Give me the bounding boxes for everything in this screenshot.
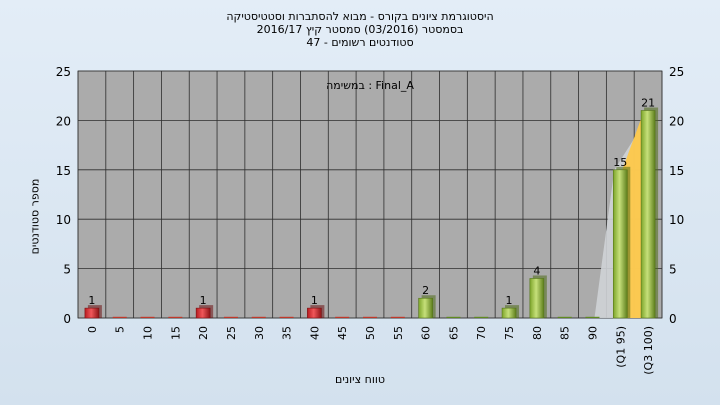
histogram-bar bbox=[84, 307, 100, 319]
histogram-bar bbox=[640, 110, 656, 319]
histogram-bar bbox=[390, 316, 405, 318]
histogram-bar bbox=[612, 169, 628, 319]
x-tick-label: 70 bbox=[475, 326, 488, 340]
x-tick-label: 60 bbox=[420, 326, 433, 340]
histogram-bar bbox=[363, 316, 377, 318]
x-tick-label: 90 bbox=[586, 326, 599, 340]
bar-data-label: 2 bbox=[422, 284, 429, 297]
histogram-bar bbox=[529, 278, 545, 319]
histogram-bar bbox=[446, 316, 461, 318]
histogram-bar bbox=[168, 316, 183, 318]
histogram-bar bbox=[557, 316, 572, 318]
bar-data-label: 1 bbox=[506, 294, 513, 307]
histogram-bar bbox=[585, 316, 600, 318]
chart-title-line-1: היסטוגרמת ציונים בקורס - מבוא להסתברות ו… bbox=[226, 10, 494, 23]
x-tick-label: 40 bbox=[308, 326, 321, 340]
x-tick-label: (Q3 100) bbox=[642, 326, 655, 375]
y-tick-label-right: 5 bbox=[669, 263, 677, 277]
y-tick-label-right: 10 bbox=[669, 213, 684, 227]
x-tick-label: (Q1 95) bbox=[614, 326, 627, 368]
x-tick-label: 10 bbox=[142, 326, 155, 340]
plot-area bbox=[77, 70, 663, 319]
chart-title-line-3: סטודנטים רשומים - 47 bbox=[306, 36, 414, 49]
y-tick-label-right: 25 bbox=[669, 65, 684, 79]
x-tick-label: 80 bbox=[531, 326, 544, 340]
bar-data-label: 1 bbox=[200, 294, 207, 307]
histogram-bar bbox=[335, 316, 350, 318]
y-tick-label-left: 15 bbox=[56, 164, 71, 178]
x-tick-label: 75 bbox=[503, 326, 516, 340]
x-tick-label: 30 bbox=[253, 326, 266, 340]
x-tick-label: 45 bbox=[336, 326, 349, 340]
bar-data-label: 15 bbox=[613, 156, 627, 169]
bar-data-label: 21 bbox=[641, 97, 655, 110]
histogram-bar bbox=[223, 316, 238, 318]
y-tick-label-left: 0 bbox=[63, 312, 71, 326]
bar-data-label: 4 bbox=[533, 264, 540, 277]
y-tick-label-left: 20 bbox=[56, 114, 71, 128]
x-axis-label: טווח ציונים bbox=[335, 373, 385, 386]
histogram-bar bbox=[279, 316, 294, 318]
x-tick-label: 65 bbox=[447, 326, 460, 340]
x-tick-label: 85 bbox=[559, 326, 572, 340]
x-tick-label: 35 bbox=[281, 326, 294, 340]
bar-data-label: 1 bbox=[88, 294, 95, 307]
histogram-bar bbox=[251, 316, 266, 318]
x-tick-label: 0 bbox=[86, 326, 99, 333]
histogram-bar bbox=[418, 297, 433, 319]
x-tick-label: 55 bbox=[392, 326, 405, 340]
y-tick-label-left: 25 bbox=[56, 65, 71, 79]
y-tick-label-right: 0 bbox=[669, 312, 677, 326]
histogram-bar bbox=[501, 307, 517, 319]
histogram-bar bbox=[195, 307, 211, 319]
y-axis-label: מספר סטודנטים bbox=[28, 178, 42, 255]
x-tick-label: 25 bbox=[225, 326, 238, 340]
histogram-bar bbox=[112, 316, 127, 318]
x-tick-label: 50 bbox=[364, 326, 377, 340]
y-tick-label-left: 10 bbox=[56, 213, 71, 227]
bar-data-label: 1 bbox=[311, 294, 318, 307]
y-tick-label-right: 15 bbox=[669, 164, 684, 178]
y-tick-label-left: 5 bbox=[63, 263, 71, 277]
x-tick-label: 5 bbox=[114, 326, 127, 333]
chart-title-line-2: בסמסטר (03/2016) סמסטר קיץ 2016/17 bbox=[256, 23, 464, 36]
inner-plot-title: במשימה : Final_A bbox=[326, 79, 414, 92]
x-tick-label: 15 bbox=[169, 326, 182, 340]
y-tick-label-right: 20 bbox=[669, 114, 684, 128]
x-tick-label: 20 bbox=[197, 326, 210, 340]
histogram-bar bbox=[140, 316, 155, 318]
histogram-bar bbox=[307, 307, 322, 319]
histogram-bar bbox=[474, 316, 489, 318]
